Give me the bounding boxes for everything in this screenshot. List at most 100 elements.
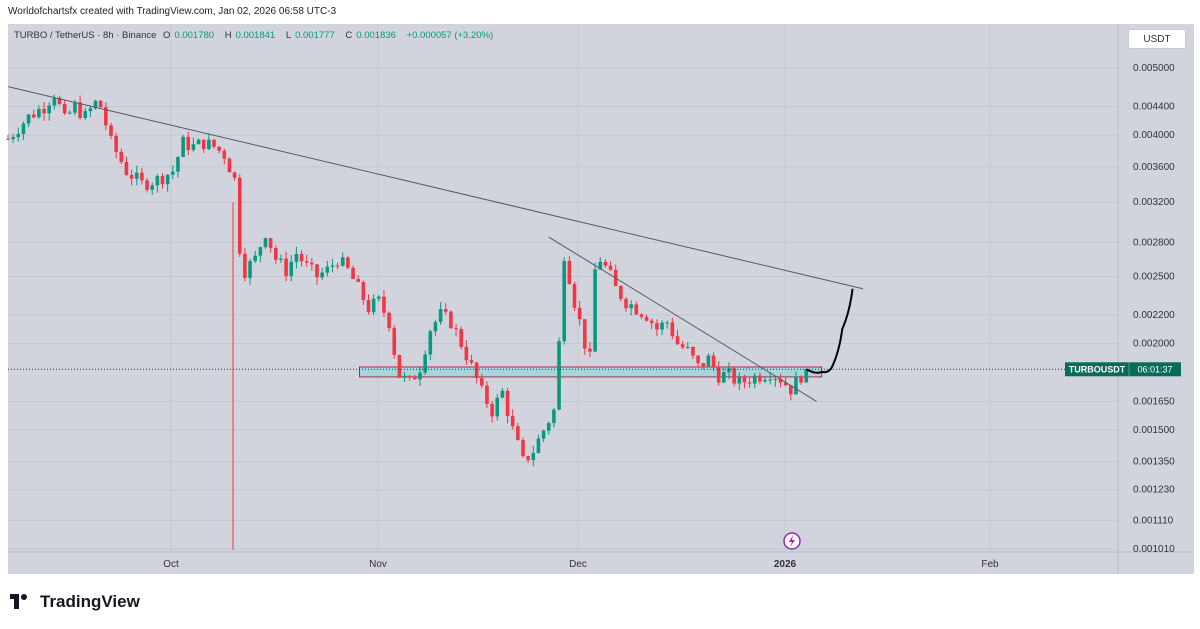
- candle-body: [660, 322, 664, 330]
- candle-body: [140, 172, 144, 181]
- candle-body: [315, 264, 319, 278]
- y-tick-label: 0.002000: [1133, 339, 1175, 350]
- tradingview-logo[interactable]: TradingView: [10, 592, 140, 612]
- candle-body: [691, 346, 695, 356]
- ohlc-change: +0.000057 (+3.20%): [406, 30, 494, 41]
- ohlc-high: H 0.001841: [224, 30, 276, 41]
- candle-body: [789, 385, 793, 395]
- candle-body: [433, 321, 438, 332]
- candle-body: [109, 125, 113, 136]
- candle-body: [649, 320, 654, 324]
- candle-body: [299, 253, 304, 262]
- candle-body: [675, 336, 680, 345]
- candle-body: [304, 261, 309, 263]
- candle-body: [217, 146, 221, 151]
- candle-body: [351, 267, 355, 280]
- y-tick-label: 0.001110: [1133, 516, 1174, 527]
- candle-body: [438, 309, 443, 322]
- candle-body: [747, 382, 752, 384]
- candle-body: [340, 257, 345, 266]
- candle-body: [196, 139, 201, 145]
- candle-body: [722, 372, 726, 383]
- candle-body: [686, 346, 690, 348]
- candle-body: [413, 377, 417, 380]
- symbol-title[interactable]: TURBO / TetherUS · 8h · Binance: [14, 30, 157, 41]
- candle-body: [207, 139, 211, 150]
- candle-body: [21, 123, 26, 135]
- candle-body: [619, 286, 623, 299]
- candle-body: [155, 176, 160, 186]
- candle-body: [577, 307, 582, 320]
- candle-body: [212, 139, 216, 147]
- candle-body: [382, 296, 386, 313]
- candle-body: [701, 363, 706, 367]
- candle-body: [521, 440, 525, 456]
- logo-text: TradingView: [40, 592, 140, 611]
- candle-body: [536, 438, 541, 454]
- candle-body: [716, 367, 721, 383]
- candle-body: [268, 238, 273, 249]
- ohlc-open: O 0.001780: [163, 30, 215, 41]
- y-tick-label: 0.002200: [1133, 310, 1175, 321]
- candle-body: [763, 379, 767, 382]
- candle-body: [222, 150, 227, 159]
- candle-body: [176, 156, 180, 172]
- candle-body: [68, 112, 72, 114]
- candle-body: [593, 269, 597, 352]
- candle-body: [289, 261, 294, 277]
- trend-line: [7, 86, 864, 290]
- candle-body: [552, 409, 556, 424]
- candle-body: [186, 136, 191, 150]
- candle-body: [644, 316, 649, 321]
- candle-body: [758, 375, 762, 382]
- candle-body: [387, 312, 391, 329]
- y-tick-label: 0.001500: [1133, 425, 1175, 436]
- candle-body: [402, 375, 407, 378]
- candle-body: [557, 341, 561, 410]
- candle-body: [655, 323, 659, 330]
- candle-body: [232, 172, 237, 178]
- candle-body: [145, 180, 149, 190]
- candle-body: [732, 368, 736, 384]
- price-tag-symbol: TURBOUSDT: [1069, 364, 1126, 374]
- candle-body: [274, 248, 278, 260]
- candle-body: [263, 238, 268, 248]
- y-tick-label: 0.003200: [1133, 197, 1175, 208]
- candle-body: [134, 172, 139, 179]
- candle-body: [98, 100, 103, 108]
- candle-body: [474, 362, 479, 379]
- candle-body: [505, 390, 510, 417]
- candle-body: [711, 355, 716, 368]
- chart-legend: TURBO / TetherUS · 8h · Binance O 0.00178…: [14, 30, 497, 41]
- candle-body: [248, 261, 252, 278]
- candle-body: [366, 299, 371, 313]
- candle-body: [26, 114, 31, 124]
- candle-body: [588, 348, 592, 352]
- candle-body: [804, 369, 809, 383]
- ohlc-close: C 0.001836: [345, 30, 396, 41]
- chart-background: [8, 24, 1194, 574]
- candle-body: [603, 261, 608, 266]
- candle-body: [696, 355, 700, 364]
- candle-body: [500, 390, 505, 398]
- candle-body: [490, 403, 494, 417]
- projection-path: [805, 288, 854, 374]
- candle-body: [469, 360, 474, 363]
- y-tick-label: 0.001230: [1133, 485, 1175, 496]
- x-tick-label: Dec: [569, 559, 587, 570]
- candle-body: [361, 281, 366, 300]
- candle-body: [629, 304, 633, 309]
- candle-body: [546, 423, 551, 431]
- candle-body: [670, 322, 675, 337]
- candle-body: [392, 328, 397, 355]
- currency-button[interactable]: USDT: [1128, 29, 1186, 49]
- candle-body: [104, 107, 108, 126]
- candle-body: [52, 97, 57, 106]
- candle-body: [443, 309, 448, 312]
- candle-body: [310, 262, 314, 265]
- candle-body: [516, 426, 520, 441]
- candle-body: [526, 455, 530, 461]
- candle-body: [371, 298, 376, 313]
- ohlc-low: L 0.001777: [285, 30, 335, 41]
